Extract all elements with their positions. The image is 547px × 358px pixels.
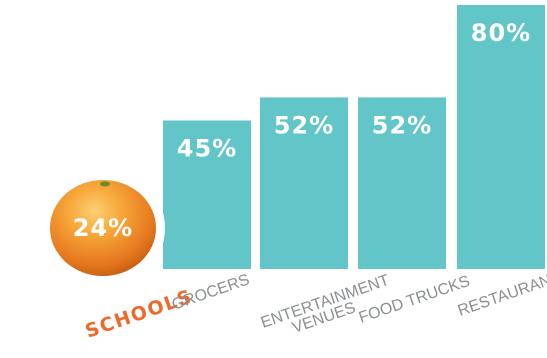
bars-layer <box>163 5 545 270</box>
highlight-marker-layer <box>41 166 165 290</box>
value-label-entertainment-venues: 52% <box>274 111 334 139</box>
value-labels-layer: 24% 45% 52% 52% 80% <box>73 19 531 242</box>
bar-entertainment-venues <box>260 97 348 270</box>
orange-stem <box>100 181 110 187</box>
bar-schools <box>50 180 156 276</box>
bar-grocers <box>163 120 251 269</box>
bar-restaurants <box>457 5 545 269</box>
value-label-food-trucks: 52% <box>372 111 432 139</box>
category-label-restaurants: RESTAURANTS <box>456 265 547 319</box>
category-label-grocers: GROCERS <box>170 271 252 313</box>
value-label-schools: 24% <box>73 214 133 242</box>
bar-food-trucks <box>358 97 446 270</box>
value-label-restaurants: 80% <box>471 19 531 47</box>
value-label-grocers: 45% <box>177 135 237 163</box>
